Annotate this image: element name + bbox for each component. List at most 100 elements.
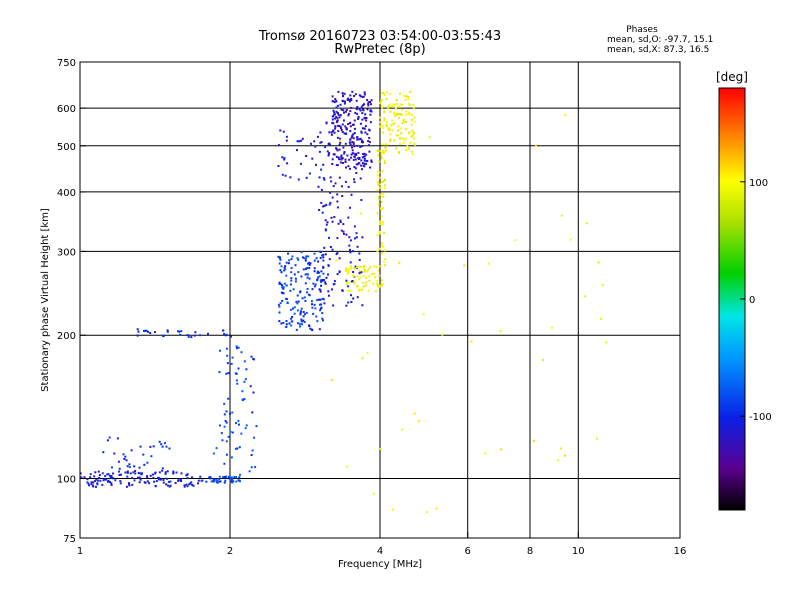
data-point <box>365 117 368 119</box>
series-group <box>277 129 333 183</box>
data-point <box>389 110 392 113</box>
data-point <box>600 318 602 320</box>
data-point <box>323 279 325 281</box>
data-point <box>225 475 228 478</box>
data-point <box>339 125 342 128</box>
series-group <box>200 475 241 484</box>
data-point <box>353 166 356 168</box>
data-point <box>134 470 137 472</box>
data-point <box>381 244 383 247</box>
data-point <box>369 101 372 103</box>
data-point <box>338 257 341 260</box>
data-point <box>299 290 302 293</box>
data-point <box>108 474 111 477</box>
y-tick-label: 200 <box>57 331 76 342</box>
data-point <box>280 271 283 274</box>
data-point <box>338 143 341 146</box>
data-point <box>125 485 128 488</box>
data-point <box>352 250 354 253</box>
data-point <box>297 178 300 181</box>
data-point <box>164 472 167 475</box>
data-point <box>378 220 381 223</box>
data-point <box>235 372 238 375</box>
data-point <box>129 472 132 475</box>
data-point <box>298 323 301 326</box>
data-point <box>383 231 385 234</box>
data-point <box>347 270 350 272</box>
data-point <box>230 362 233 365</box>
data-point <box>385 123 388 126</box>
series-group <box>212 345 258 476</box>
data-point <box>325 223 328 226</box>
data-point <box>332 304 335 307</box>
data-point <box>339 114 342 117</box>
y-tick-label: 300 <box>57 247 76 258</box>
data-point <box>381 282 384 285</box>
data-point <box>350 106 353 109</box>
chart-title: Tromsø 20160723 03:54:00-03:55:43 <box>258 29 501 44</box>
data-point <box>354 158 357 161</box>
data-point <box>250 355 253 358</box>
data-point <box>303 296 306 299</box>
data-point <box>376 282 379 285</box>
data-point <box>401 103 404 106</box>
data-point <box>297 271 300 274</box>
data-point <box>357 138 360 141</box>
data-point <box>379 99 382 102</box>
data-point <box>230 478 233 481</box>
data-point <box>379 186 382 189</box>
data-point <box>596 437 598 440</box>
data-point <box>358 289 361 292</box>
data-point <box>282 321 285 324</box>
data-point <box>360 105 363 108</box>
series-group <box>379 90 416 156</box>
data-point <box>322 298 325 301</box>
data-point <box>243 360 246 363</box>
data-point <box>241 398 244 401</box>
data-point <box>313 270 316 273</box>
data-point <box>283 266 286 269</box>
data-point <box>398 261 401 264</box>
data-point <box>354 167 357 170</box>
data-point <box>351 135 354 138</box>
data-point <box>215 447 218 450</box>
data-point <box>410 123 413 126</box>
data-point <box>116 437 119 440</box>
data-point <box>352 275 355 278</box>
data-point <box>369 166 372 169</box>
data-point <box>349 144 352 147</box>
x-tick-label: 6 <box>465 546 471 557</box>
data-point <box>533 439 535 442</box>
data-point <box>380 181 383 184</box>
data-point <box>313 259 316 262</box>
data-point <box>143 329 145 332</box>
data-point <box>361 145 364 148</box>
data-point <box>336 237 339 240</box>
data-point <box>283 269 286 272</box>
data-point <box>243 398 246 401</box>
data-point <box>136 328 139 331</box>
data-point <box>222 476 225 479</box>
data-point <box>284 326 287 329</box>
data-point <box>166 470 169 473</box>
data-point <box>357 118 360 120</box>
data-point <box>279 269 282 272</box>
data-point <box>356 266 358 269</box>
data-point <box>231 479 234 482</box>
data-point <box>345 166 347 169</box>
data-point <box>384 184 386 187</box>
series-group <box>277 250 325 332</box>
data-point <box>358 272 361 275</box>
data-point <box>349 142 352 145</box>
data-point <box>229 480 232 483</box>
data-point <box>382 131 385 134</box>
data-point <box>377 269 380 272</box>
data-point <box>384 146 387 149</box>
data-point <box>337 130 340 133</box>
data-point <box>300 251 303 254</box>
data-point <box>353 95 355 97</box>
data-point <box>360 199 363 201</box>
data-point <box>314 307 317 310</box>
data-point <box>378 171 381 174</box>
data-point <box>197 479 200 482</box>
